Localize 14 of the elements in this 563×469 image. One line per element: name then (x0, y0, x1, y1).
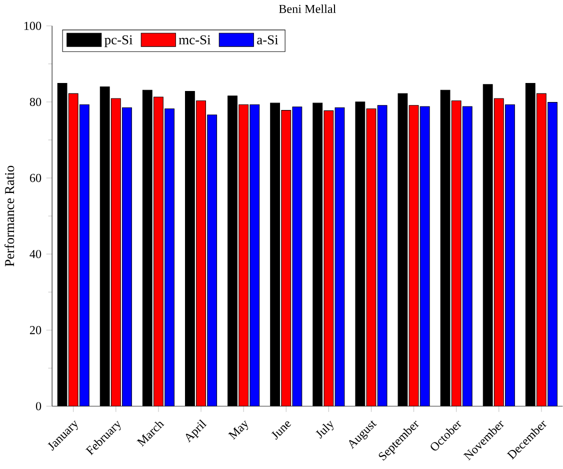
legend-label: a-Si (257, 35, 278, 44)
y-tick-label: 40 (30, 250, 42, 258)
x-tick-label: July (316, 420, 334, 438)
chart-title: Beni Mellal (278, 4, 336, 13)
legend-label: mc-Si (178, 35, 211, 44)
x-tick-label: May (228, 420, 248, 440)
y-tick-label: 20 (30, 326, 42, 334)
y-tick-label: 100 (24, 22, 42, 30)
x-tick-label: June (271, 421, 292, 440)
y-axis-title: Performance Ratio (4, 166, 14, 266)
legend-label: pc-Si (104, 35, 133, 47)
y-tick-label: 0 (36, 402, 42, 410)
y-tick-label: 80 (30, 98, 42, 106)
y-tick-label: 60 (30, 174, 42, 182)
